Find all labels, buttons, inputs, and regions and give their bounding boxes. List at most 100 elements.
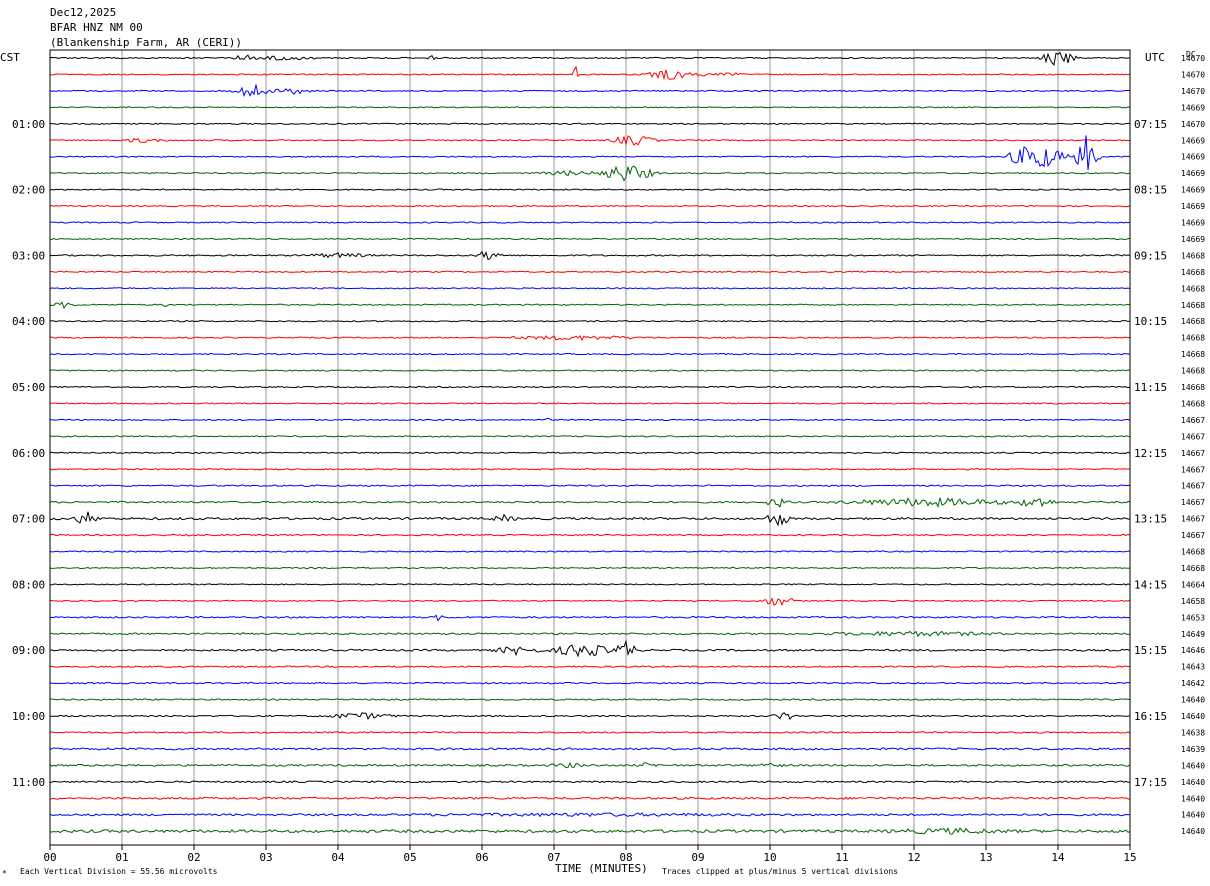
trace-row-27 [49,497,1131,508]
trace-row-43 [49,761,1131,769]
dc-offset-row-28: 14667 [1181,515,1205,524]
right-hour-label-1715: 17:15 [1134,776,1167,789]
right-hour-label-1315: 13:15 [1134,513,1167,526]
trace-row-7 [49,165,1131,182]
dc-offset-row-40: 14640 [1181,712,1205,721]
dc-offset-row-37: 14643 [1181,663,1205,672]
dc-offset-row-5: 14669 [1181,136,1205,145]
dc-offset-row-26: 14667 [1181,482,1205,491]
x-tick-label-04: 04 [331,851,345,864]
left-hour-label-0100: 01:00 [12,118,45,131]
trace-row-13 [49,270,1131,274]
trace-row-6 [49,135,1131,171]
trace-row-10 [49,221,1131,224]
trace-row-4 [49,122,1131,125]
trace-row-33 [49,597,1131,606]
x-tick-label-14: 14 [1051,851,1065,864]
dc-offset-row-35: 14649 [1181,630,1205,639]
dc-offset-row-7: 14669 [1181,169,1205,178]
right-hour-label-1015: 10:15 [1134,315,1167,328]
trace-row-1 [49,65,1131,81]
dc-offset-row-25: 14667 [1181,465,1205,474]
right-hour-label-1215: 12:15 [1134,447,1167,460]
dc-offset-labels: 14670 14670 14670 14669 14670 14669 14669 14669… [1181,54,1205,836]
trace-row-21 [49,402,1131,405]
dc-label: DC [1186,50,1196,59]
trace-row-39 [49,698,1131,701]
trace-row-18 [49,352,1131,356]
plot-frame [49,49,1131,846]
right-hour-label-0715: 07:15 [1134,118,1167,131]
x-tick-label-11: 11 [835,851,848,864]
x-axis-title: TIME (MINUTES) [555,862,648,875]
dc-offset-row-16: 14668 [1181,317,1205,326]
dc-offset-row-27: 14667 [1181,498,1205,507]
trace-row-31 [49,566,1131,570]
dc-offset-row-46: 14640 [1181,811,1205,820]
trace-row-23 [49,435,1131,438]
left-hour-label-0700: 07:00 [12,513,45,526]
left-timezone-label: CST [0,51,20,64]
x-tick-label-10: 10 [763,851,776,864]
left-hour-label-1100: 11:00 [12,776,45,789]
dc-offset-row-4: 14670 [1181,120,1205,129]
trace-row-38 [49,681,1131,685]
x-tick-label-00: 00 [43,851,56,864]
left-hour-labels: 01:00 02:00 03:00 04:00 05:00 06:00 07:00 08:00… [12,118,45,789]
x-tick-label-08: 08 [619,851,632,864]
header: Dec12,2025 BFAR HNZ NM 00 (Blankenship F… [50,6,242,49]
dc-offset-row-23: 14667 [1181,432,1205,441]
x-tick-label-09: 09 [691,851,704,864]
trace-row-44 [49,780,1131,784]
trace-row-22 [49,417,1131,422]
dc-offset-row-21: 14668 [1181,399,1205,408]
dc-offset-row-3: 14669 [1181,103,1205,112]
trace-row-34 [49,614,1131,622]
x-tick-label-03: 03 [259,851,272,864]
dc-offset-row-18: 14668 [1181,350,1205,359]
left-hour-label-0400: 04:00 [12,315,45,328]
x-tick-label-13: 13 [979,851,992,864]
x-tick-label-06: 06 [475,851,488,864]
clip-note: Traces clipped at plus/minus 5 vertical … [662,867,898,876]
left-hour-label-0600: 06:00 [12,447,45,460]
trace-row-32 [49,583,1131,586]
left-hour-label-0200: 02:00 [12,184,45,197]
dc-offset-row-44: 14640 [1181,778,1205,787]
dc-offset-row-15: 14668 [1181,301,1205,310]
dc-offset-row-47: 14640 [1181,827,1205,836]
dc-offset-row-13: 14668 [1181,268,1205,277]
trace-row-8 [49,188,1131,191]
trace-row-35 [49,630,1131,638]
dc-offset-row-22: 14667 [1181,416,1205,425]
right-timezone-label: UTC [1145,51,1165,64]
dc-offset-row-10: 14669 [1181,219,1205,228]
scale-note: Each Vertical Division = 55.56 microvolt… [20,867,218,876]
trace-row-37 [49,665,1131,668]
trace-row-19 [49,369,1131,372]
dc-offset-row-6: 14669 [1181,153,1205,162]
trace-row-11 [49,237,1131,241]
trace-row-40 [49,711,1131,721]
dc-offset-row-12: 14668 [1181,251,1205,260]
dc-offset-row-33: 14658 [1181,597,1205,606]
footer-mark: * [2,869,7,878]
dc-offset-row-38: 14642 [1181,679,1205,688]
dc-offset-row-24: 14667 [1181,449,1205,458]
footer: * Each Vertical Division = 55.56 microvo… [2,862,898,878]
trace-row-28 [49,511,1131,527]
dc-offset-row-9: 14669 [1181,202,1205,211]
dc-offset-row-34: 14653 [1181,613,1205,622]
right-hour-label-1615: 16:15 [1134,710,1167,723]
trace-group [49,51,1131,835]
dc-offset-row-31: 14668 [1181,564,1205,573]
dc-offset-row-36: 14646 [1181,646,1205,655]
trace-row-9 [49,204,1131,208]
dc-offset-row-42: 14639 [1181,745,1205,754]
trace-row-3 [49,106,1131,109]
trace-row-16 [49,320,1131,323]
right-hour-label-0815: 08:15 [1134,184,1167,197]
left-hour-label-0500: 05:00 [12,381,45,394]
trace-row-25 [49,468,1131,471]
